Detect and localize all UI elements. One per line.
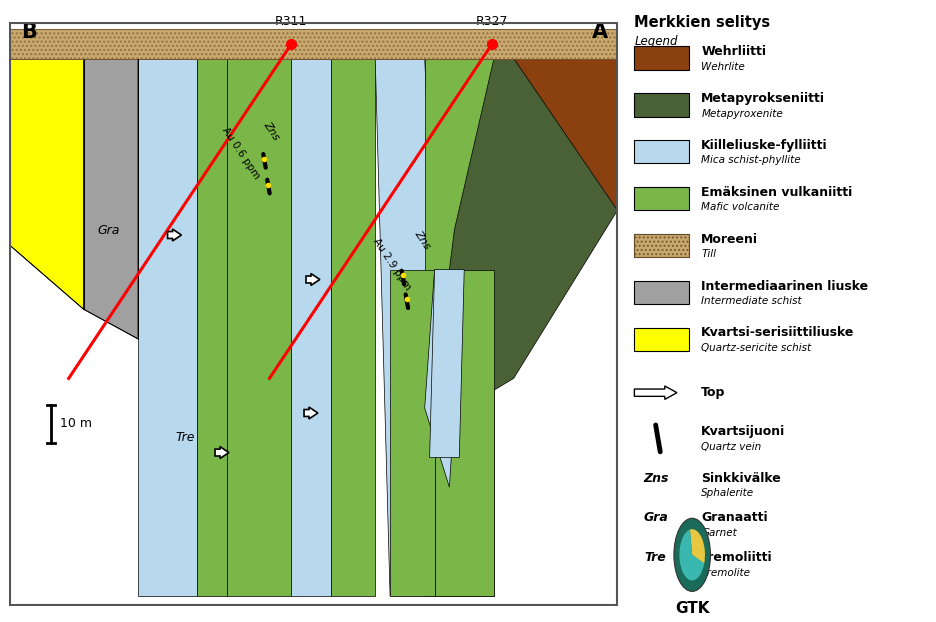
Polygon shape (9, 59, 83, 309)
Text: B: B (22, 22, 37, 42)
Text: Legend: Legend (635, 35, 678, 49)
Polygon shape (514, 59, 618, 210)
Polygon shape (425, 59, 494, 596)
Text: Sinkkivälke: Sinkkivälke (701, 471, 781, 485)
Text: Garnet: Garnet (701, 528, 737, 538)
Text: Till: Till (701, 249, 716, 259)
Text: Emäksinen vulkaniitti: Emäksinen vulkaniitti (701, 185, 853, 198)
Polygon shape (197, 59, 227, 596)
Bar (635, 234, 689, 258)
Text: Tremolite: Tremolite (701, 567, 751, 577)
Text: Au 0.6 ppm: Au 0.6 ppm (220, 125, 261, 181)
Text: Tre: Tre (176, 431, 195, 444)
Text: Moreeni: Moreeni (701, 233, 758, 246)
Bar (635, 141, 689, 164)
Text: Mafic volcanite: Mafic volcanite (701, 202, 780, 212)
Text: Wehrlite: Wehrlite (701, 62, 745, 72)
Bar (9, 29, 618, 59)
Bar (635, 234, 689, 258)
Text: Tre: Tre (645, 550, 666, 564)
FancyArrow shape (215, 447, 229, 458)
Text: R327: R327 (475, 16, 508, 29)
Polygon shape (425, 269, 460, 487)
Text: Wehrliitti: Wehrliitti (701, 45, 767, 58)
Text: Au 2.9 ppm: Au 2.9 ppm (372, 237, 413, 292)
Text: Metapyrokseniitti: Metapyrokseniitti (701, 92, 826, 104)
Text: Intermediate schist: Intermediate schist (701, 296, 802, 306)
Polygon shape (430, 269, 464, 458)
Text: Sphalerite: Sphalerite (701, 488, 754, 498)
Text: Tremoliitti: Tremoliitti (701, 550, 773, 564)
FancyArrow shape (306, 274, 320, 285)
FancyArrow shape (168, 229, 182, 241)
Polygon shape (83, 59, 138, 339)
Wedge shape (690, 529, 705, 564)
Bar (635, 328, 689, 351)
Polygon shape (227, 59, 291, 596)
Polygon shape (138, 59, 197, 596)
Text: Gra: Gra (643, 511, 668, 524)
Text: Kvartsijuoni: Kvartsijuoni (701, 425, 785, 438)
Bar (635, 281, 689, 304)
Text: GTK: GTK (675, 601, 709, 616)
Bar (635, 47, 689, 70)
Text: Granaatti: Granaatti (701, 511, 768, 524)
Text: Zns: Zns (413, 229, 432, 251)
Text: Zns: Zns (643, 471, 668, 485)
Text: 10 m: 10 m (60, 417, 92, 430)
Text: Metapyroxenite: Metapyroxenite (701, 108, 783, 119)
Text: Quartz vein: Quartz vein (701, 442, 762, 452)
Text: Merkkien selitys: Merkkien selitys (635, 16, 770, 30)
Bar (635, 187, 689, 210)
Text: A: A (592, 22, 607, 42)
Text: Quartz-sericite schist: Quartz-sericite schist (701, 343, 812, 353)
Text: Kvartsi-serisiittiliuske: Kvartsi-serisiittiliuske (701, 327, 855, 340)
Circle shape (674, 518, 710, 592)
Polygon shape (434, 269, 494, 596)
Bar (635, 93, 689, 116)
Polygon shape (375, 59, 434, 596)
Polygon shape (9, 29, 618, 59)
Text: Mica schist-phyllite: Mica schist-phyllite (701, 156, 801, 165)
Text: Kiilleliuske-fylliitti: Kiilleliuske-fylliitti (701, 139, 828, 152)
FancyArrow shape (635, 386, 677, 399)
Text: R311: R311 (275, 16, 307, 29)
Text: Gra: Gra (97, 223, 120, 236)
Wedge shape (680, 529, 704, 580)
Text: Intermediaarinen liuske: Intermediaarinen liuske (701, 279, 869, 292)
Polygon shape (330, 59, 375, 596)
Text: Top: Top (701, 386, 725, 399)
Polygon shape (445, 59, 618, 408)
Polygon shape (390, 269, 434, 596)
FancyArrow shape (304, 407, 318, 419)
Polygon shape (291, 59, 330, 596)
Text: Zns: Zns (261, 120, 281, 142)
